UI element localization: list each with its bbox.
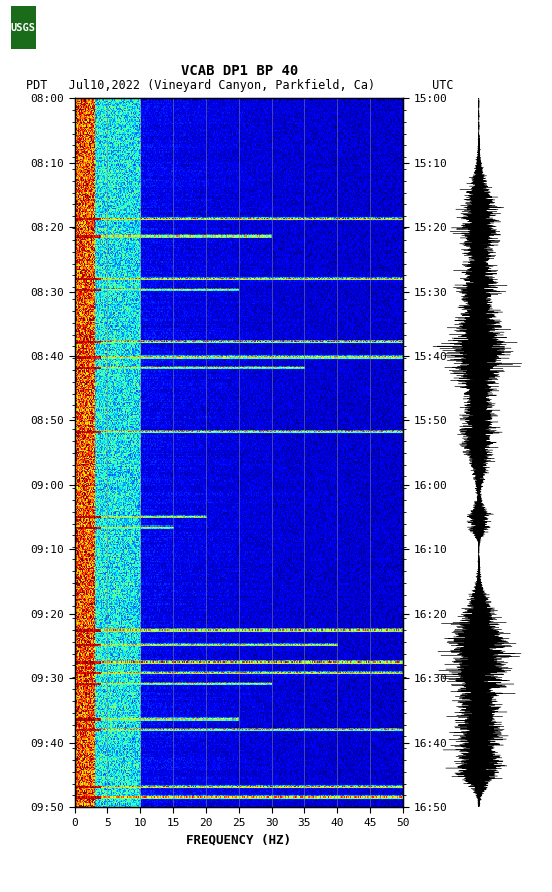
Bar bbox=[11, 6, 36, 49]
Text: USGS: USGS bbox=[11, 22, 36, 33]
Text: VCAB DP1 BP 40: VCAB DP1 BP 40 bbox=[182, 64, 299, 78]
Text: PDT   Jul10,2022 (Vineyard Canyon, Parkfield, Ca)        UTC: PDT Jul10,2022 (Vineyard Canyon, Parkfie… bbox=[26, 78, 454, 92]
X-axis label: FREQUENCY (HZ): FREQUENCY (HZ) bbox=[186, 833, 291, 847]
